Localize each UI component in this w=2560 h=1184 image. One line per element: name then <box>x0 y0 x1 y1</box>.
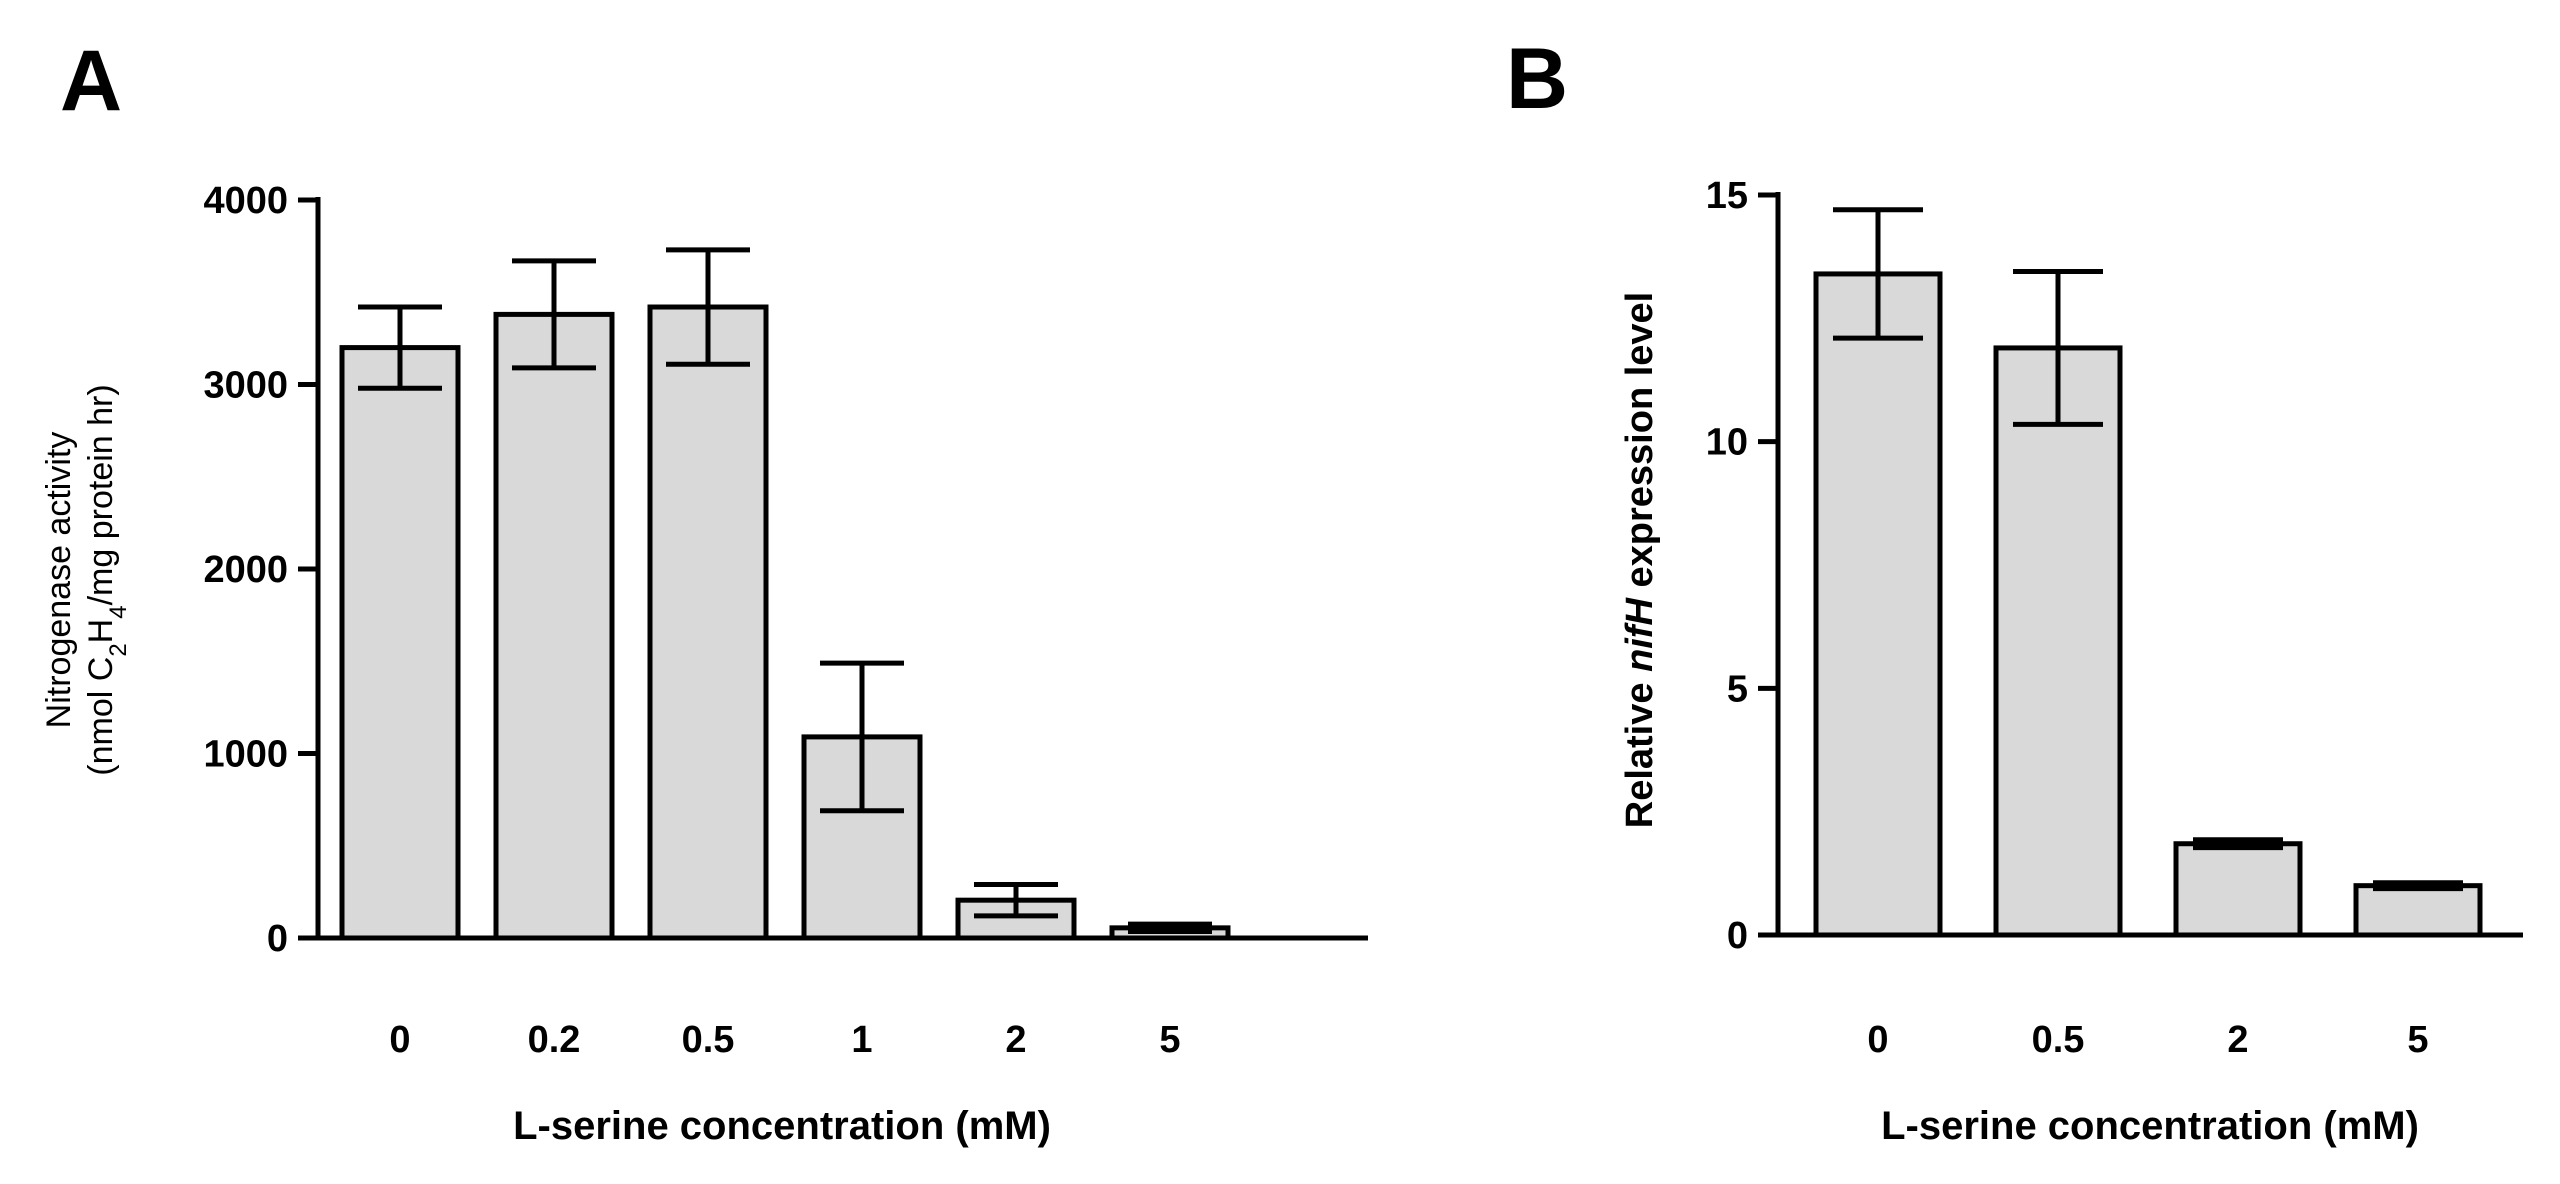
panel-b-x-ticks: 0 0.5 2 5 <box>1867 1019 2428 1061</box>
bar-2 <box>2173 841 2303 938</box>
x-tick-label: 2 <box>2227 1019 2248 1061</box>
panel-a-x-axis-label: L-serine concentration (mM) <box>513 1104 1051 1148</box>
x-tick-label: 0.5 <box>682 1019 735 1061</box>
y-tick-label: 15 <box>1706 175 1748 217</box>
error-bar-5 <box>2373 880 2463 892</box>
y-tick-label: 2000 <box>203 549 288 591</box>
y-tick-label: 3000 <box>203 365 288 407</box>
x-tick-label: 0 <box>1867 1019 1888 1061</box>
y-tick-label: 0 <box>267 918 288 960</box>
x-tick-label: 0 <box>389 1019 410 1061</box>
bar-0.2 <box>493 311 615 941</box>
error-bar-2 <box>2193 837 2283 851</box>
panel-b-bars <box>1813 271 2483 938</box>
panel-a-y-ticks: 0 1000 2000 3000 4000 <box>203 180 318 960</box>
bar-0 <box>1813 271 1943 938</box>
panel-a-letter: A <box>60 33 122 129</box>
panel-b-axes <box>1775 192 2523 938</box>
x-tick-label: 0.5 <box>2032 1019 2085 1061</box>
panel-a-bars <box>339 304 1231 941</box>
x-tick-label: 1 <box>851 1019 872 1061</box>
error-bar-0.5 <box>2013 268 2103 427</box>
x-tick-label: 0.2 <box>528 1019 581 1061</box>
error-bar-5 <box>1128 921 1212 935</box>
panel-b-letter: B <box>1506 31 1568 127</box>
x-tick-label: 2 <box>1005 1019 1026 1061</box>
error-bar-0 <box>358 304 442 391</box>
bar-0 <box>339 345 461 941</box>
error-bar-2 <box>974 881 1058 919</box>
y-tick-label: 10 <box>1706 422 1748 464</box>
panel-b-error-bars <box>1833 207 2463 892</box>
panel-a-x-ticks: 0 0.2 0.5 1 2 5 <box>389 1019 1180 1061</box>
panel-a: A Nitrogenase activity (nmol C2H4/mg pro… <box>40 33 1368 1148</box>
error-bar-1 <box>820 660 904 814</box>
error-bar-0.5 <box>666 247 750 367</box>
panel-a-axes <box>315 197 1368 941</box>
error-bar-0.2 <box>512 258 596 371</box>
y-tick-label: 5 <box>1727 668 1748 710</box>
y-tick-label: 0 <box>1727 915 1748 957</box>
panel-b-y-axis-label: Relative nifH expression level <box>1619 292 1661 828</box>
panel-b-x-axis-label: L-serine concentration (mM) <box>1881 1104 2419 1148</box>
bar-5 <box>2353 883 2483 938</box>
x-tick-label: 5 <box>2407 1019 2428 1061</box>
y-tick-label: 4000 <box>203 180 288 222</box>
panel-a-error-bars <box>358 247 1212 935</box>
panel-a-y-axis-label-line1: Nitrogenase activity <box>40 432 78 729</box>
panel-a-y-axis-label-line2: (nmol C2H4/mg protein hr) <box>82 384 132 775</box>
panel-b: B Relative nifH expression level 051015 … <box>1506 31 2523 1148</box>
error-bar-0 <box>1833 207 1923 341</box>
y-tick-label: 1000 <box>203 734 288 776</box>
x-tick-label: 5 <box>1159 1019 1180 1061</box>
bar-0.5 <box>1993 345 2123 938</box>
panel-b-y-ticks: 0 5 10 15 <box>1706 175 1778 957</box>
bar-0.5 <box>647 304 769 941</box>
